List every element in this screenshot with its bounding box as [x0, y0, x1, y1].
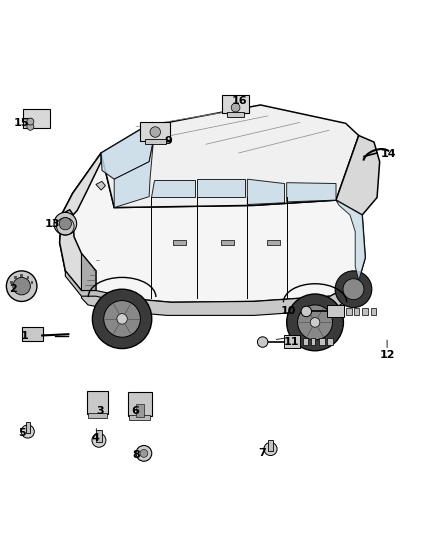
Bar — [221, 240, 234, 245]
Text: 8: 8 — [132, 450, 140, 460]
Circle shape — [104, 301, 141, 337]
Text: 12: 12 — [379, 350, 395, 360]
Polygon shape — [197, 179, 245, 197]
Text: 14: 14 — [381, 149, 396, 159]
Circle shape — [21, 425, 34, 438]
Circle shape — [27, 118, 34, 125]
Polygon shape — [96, 181, 106, 190]
Bar — [23, 109, 49, 128]
Bar — [223, 95, 249, 113]
Bar — [371, 308, 376, 314]
Bar — [96, 430, 102, 442]
Bar — [23, 118, 31, 128]
Bar — [87, 391, 108, 414]
Bar — [31, 281, 33, 284]
Polygon shape — [101, 105, 359, 207]
Circle shape — [136, 446, 152, 461]
Bar — [88, 413, 107, 418]
Polygon shape — [114, 140, 153, 207]
Circle shape — [140, 449, 148, 457]
Circle shape — [7, 271, 37, 302]
Bar — [311, 338, 315, 345]
Circle shape — [301, 306, 311, 317]
Bar — [346, 308, 352, 314]
Bar — [25, 422, 30, 433]
Bar — [268, 440, 273, 451]
Text: 3: 3 — [96, 407, 104, 416]
Polygon shape — [62, 153, 101, 219]
Circle shape — [297, 305, 332, 340]
Bar — [14, 276, 17, 279]
Polygon shape — [287, 183, 336, 202]
Bar — [267, 240, 280, 245]
Text: 1: 1 — [21, 332, 28, 341]
Polygon shape — [336, 200, 365, 280]
Polygon shape — [65, 271, 123, 302]
Bar — [130, 415, 150, 420]
Circle shape — [117, 313, 127, 324]
Circle shape — [335, 271, 372, 308]
Bar — [227, 112, 244, 117]
Circle shape — [287, 294, 343, 351]
Circle shape — [264, 442, 277, 456]
Circle shape — [59, 217, 71, 230]
Circle shape — [92, 289, 152, 349]
Circle shape — [27, 123, 34, 130]
Circle shape — [231, 103, 240, 112]
Text: 5: 5 — [18, 429, 25, 438]
Bar — [20, 274, 23, 277]
Bar — [21, 327, 42, 341]
Text: 2: 2 — [9, 284, 17, 294]
Text: 4: 4 — [92, 433, 100, 442]
Bar — [62, 217, 74, 227]
Bar — [145, 139, 166, 144]
Polygon shape — [336, 135, 380, 215]
Text: 7: 7 — [258, 448, 266, 458]
Circle shape — [310, 318, 320, 327]
Bar — [128, 392, 152, 416]
Circle shape — [150, 127, 160, 138]
Text: 15: 15 — [14, 118, 29, 128]
Bar — [136, 404, 144, 417]
Text: 13: 13 — [45, 219, 60, 229]
Bar — [362, 308, 368, 314]
Text: 6: 6 — [131, 407, 139, 416]
Bar — [284, 335, 300, 348]
Text: 10: 10 — [280, 306, 296, 316]
Polygon shape — [60, 153, 365, 302]
Bar — [27, 276, 29, 279]
Bar — [318, 338, 325, 345]
Polygon shape — [151, 180, 195, 197]
Text: 9: 9 — [165, 136, 173, 146]
Bar — [10, 281, 13, 284]
Polygon shape — [60, 210, 96, 290]
Text: 11: 11 — [283, 337, 299, 346]
Text: 16: 16 — [232, 96, 248, 107]
Polygon shape — [101, 127, 153, 179]
Circle shape — [258, 337, 268, 348]
Circle shape — [13, 277, 30, 295]
Polygon shape — [81, 280, 359, 316]
Bar — [141, 123, 170, 141]
Polygon shape — [81, 253, 96, 290]
Bar — [327, 338, 332, 345]
Bar — [303, 338, 308, 345]
Bar — [327, 305, 344, 317]
Circle shape — [54, 212, 77, 235]
Polygon shape — [247, 179, 285, 205]
Circle shape — [343, 279, 364, 300]
Bar — [173, 240, 186, 245]
Circle shape — [92, 433, 106, 447]
Bar — [354, 308, 359, 314]
